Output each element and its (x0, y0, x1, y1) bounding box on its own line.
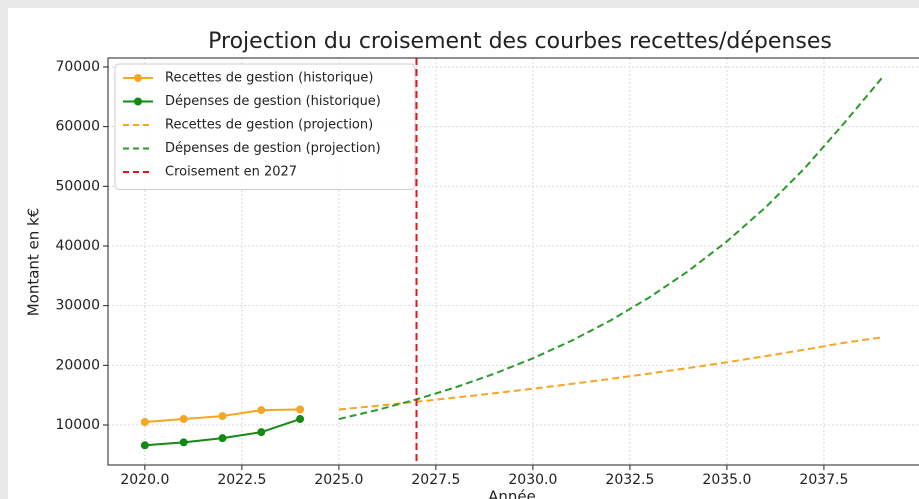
point (179, 438, 188, 447)
legend-marker (134, 97, 142, 106)
legend-box (114, 63, 416, 190)
point (218, 412, 227, 421)
x-tick-label: 2027.5 (411, 472, 460, 488)
x-tick-label: 2030.0 (508, 472, 557, 488)
legend-label: Dépenses de gestion (historique) (165, 94, 381, 109)
y-tick-label: 40000 (55, 238, 100, 254)
point (296, 415, 305, 424)
series-line (338, 77, 883, 421)
axes-frame (107, 57, 919, 466)
series-line (338, 336, 883, 411)
x-tick-label: 2032.5 (605, 472, 654, 488)
y-tick-label: 30000 (55, 298, 100, 314)
y-tick-label: 70000 (55, 59, 100, 75)
x-tick-label: 2037.5 (799, 472, 848, 488)
x-tick-label: 2020.0 (120, 472, 169, 488)
chart-title: Projection du croisement des courbes rec… (208, 29, 832, 54)
y-axis-label: Montant en k€ (25, 208, 43, 317)
legend-label: Dépenses de gestion (projection) (165, 141, 381, 156)
legend-label: Croisement en 2027 (165, 165, 297, 180)
point (296, 405, 305, 414)
point (218, 434, 227, 443)
y-tick-label: 10000 (55, 417, 100, 433)
point (179, 415, 188, 424)
y-tick-label: 20000 (55, 357, 100, 373)
point (257, 406, 266, 415)
x-tick-label: 2025.0 (314, 472, 363, 488)
point (140, 418, 149, 427)
legend-label: Recettes de gestion (projection) (165, 118, 373, 133)
legend-label: Recettes de gestion (historique) (165, 71, 373, 86)
y-tick-label: 50000 (55, 178, 100, 194)
plot-area (140, 58, 883, 465)
x-tick-label: 2035.0 (702, 472, 751, 488)
x-axis-label: Année (488, 488, 536, 499)
x-tick-label: 2022.5 (217, 472, 266, 488)
legend-marker (134, 74, 142, 82)
point (140, 441, 149, 450)
point (257, 428, 266, 437)
y-tick-label: 60000 (55, 119, 100, 135)
